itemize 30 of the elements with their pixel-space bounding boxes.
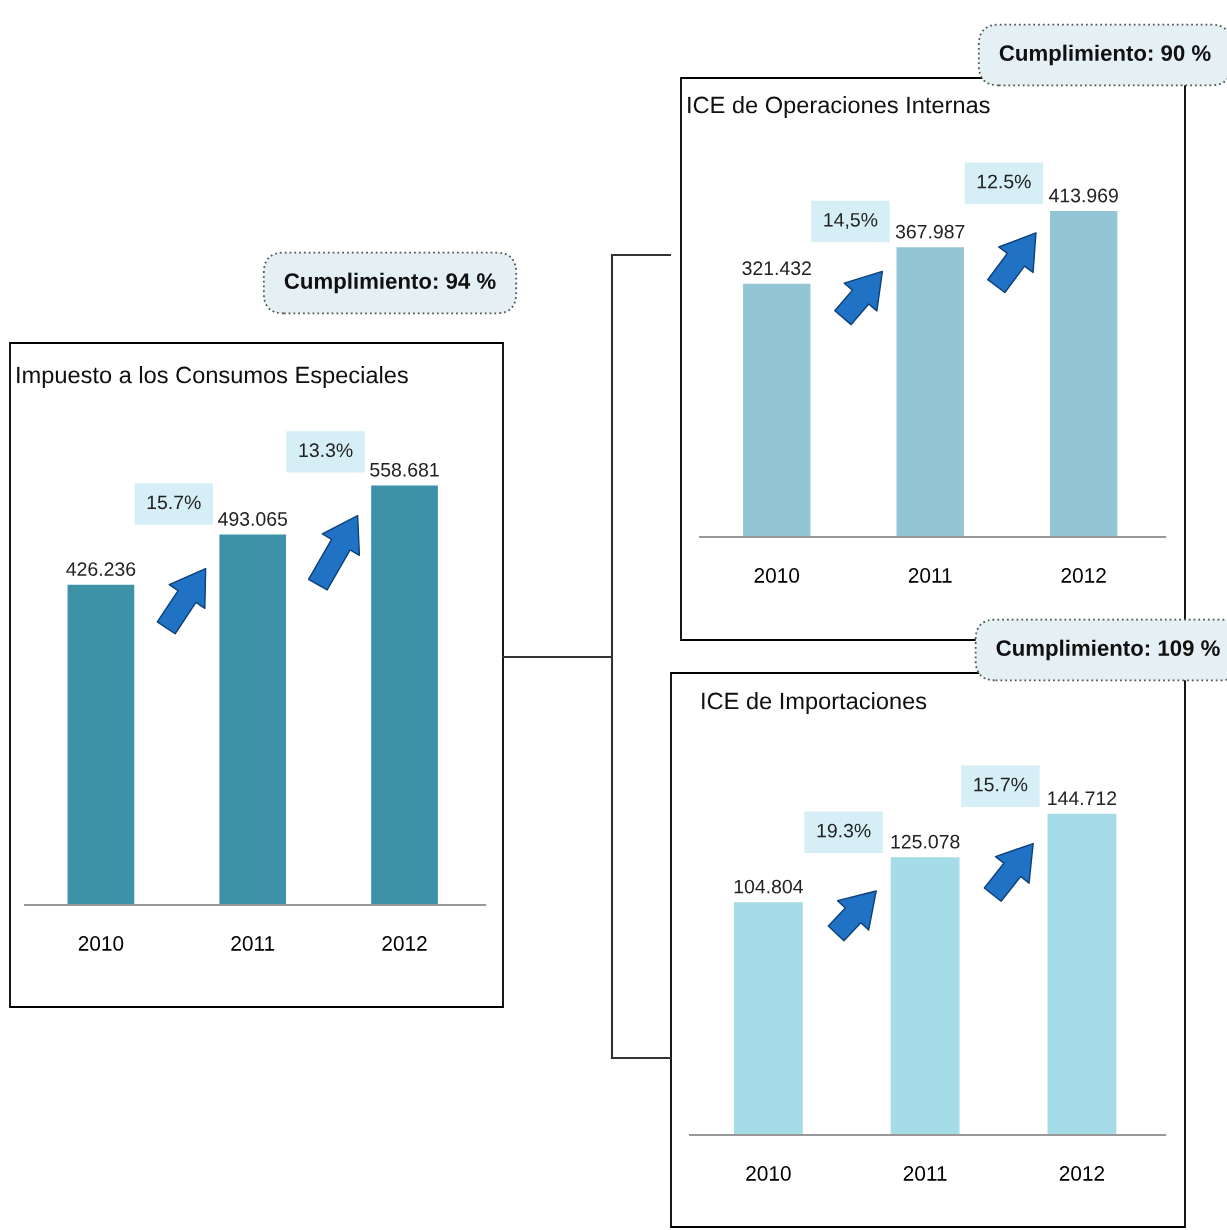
data-label: 367.987 <box>895 224 965 239</box>
x-tick-label: 2010 <box>746 1166 791 1181</box>
x-tick-label: 2010 <box>754 568 800 583</box>
data-label: 493.065 <box>218 512 288 526</box>
data-label: 426.236 <box>66 562 136 576</box>
annotation: 15.7% <box>147 495 201 510</box>
x-tick-label: 2012 <box>1059 1166 1105 1181</box>
annotation: 19.3% <box>817 823 871 838</box>
chart-title: Impuesto a los Consumos Especiales <box>17 365 408 389</box>
data-label: 413.969 <box>1048 188 1118 203</box>
text: Cumplimiento: 109 % <box>996 639 1220 661</box>
x-tick-label: 2011 <box>231 936 275 951</box>
text: Cumplimiento: 94 % <box>284 272 496 294</box>
chart-title: ICE de Importaciones <box>702 691 927 715</box>
x-tick-label: 2010 <box>78 936 124 951</box>
x-tick-label: 2011 <box>908 568 952 583</box>
data-label: 558.681 <box>370 462 439 477</box>
data-label: 104.804 <box>734 879 803 894</box>
text: Cumplimiento: 90 % <box>999 44 1211 66</box>
x-tick-label: 2011 <box>903 1166 947 1181</box>
x-tick-label: 2012 <box>1061 568 1106 583</box>
data-label: 321.432 <box>742 261 811 276</box>
text: 12.5% <box>977 174 1031 189</box>
x-tick-label: 2012 <box>382 936 427 951</box>
data-label: 125.078 <box>891 834 960 849</box>
data-label: 144.712 <box>1048 791 1117 805</box>
annotation: 14,5% <box>824 213 878 230</box>
text: 13.3% <box>299 443 353 458</box>
text: 15.7% <box>974 777 1028 792</box>
chart-title: ICE de Operaciones Internas <box>688 96 990 119</box>
